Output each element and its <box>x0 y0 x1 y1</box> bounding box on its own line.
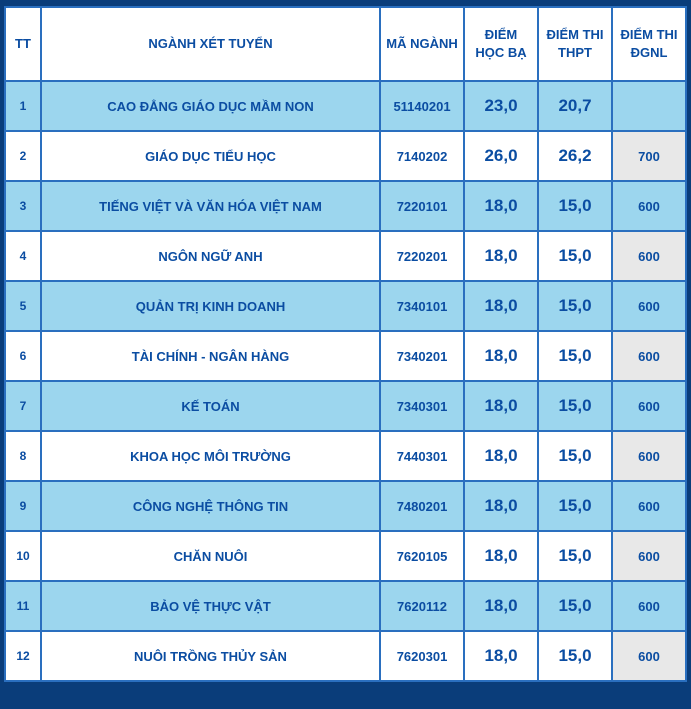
cell-thpt: 15,0 <box>538 331 612 381</box>
table-row: 12NUÔI TRỒNG THỦY SẢN762030118,015,0600 <box>5 631 686 681</box>
cell-code: 51140201 <box>380 81 464 131</box>
cell-tt: 10 <box>5 531 41 581</box>
cell-dgnl: 600 <box>612 331 686 381</box>
table-row: 3TIẾNG VIỆT VÀ VĂN HÓA VIỆT NAM722010118… <box>5 181 686 231</box>
cell-thpt: 15,0 <box>538 281 612 331</box>
cell-hocba: 18,0 <box>464 231 538 281</box>
cell-thpt: 15,0 <box>538 181 612 231</box>
header-thpt: ĐIỂM THI THPT <box>538 7 612 81</box>
cell-dgnl: 600 <box>612 631 686 681</box>
cell-thpt: 15,0 <box>538 231 612 281</box>
cell-hocba: 23,0 <box>464 81 538 131</box>
cell-tt: 6 <box>5 331 41 381</box>
cell-name: QUẢN TRỊ KINH DOANH <box>41 281 380 331</box>
cell-code: 7440301 <box>380 431 464 481</box>
cell-code: 7340201 <box>380 331 464 381</box>
table-row: 4NGÔN NGỮ ANH722020118,015,0600 <box>5 231 686 281</box>
cell-hocba: 18,0 <box>464 331 538 381</box>
cell-name: KHOA HỌC MÔI TRƯỜNG <box>41 431 380 481</box>
cell-dgnl: 700 <box>612 131 686 181</box>
cell-dgnl: 600 <box>612 181 686 231</box>
cell-dgnl: 600 <box>612 581 686 631</box>
cell-hocba: 18,0 <box>464 431 538 481</box>
cell-tt: 5 <box>5 281 41 331</box>
table-row: 10CHĂN NUÔI762010518,015,0600 <box>5 531 686 581</box>
cell-tt: 3 <box>5 181 41 231</box>
table-row: 6TÀI CHÍNH - NGÂN HÀNG734020118,015,0600 <box>5 331 686 381</box>
cell-code: 7620105 <box>380 531 464 581</box>
cell-thpt: 26,2 <box>538 131 612 181</box>
cell-tt: 12 <box>5 631 41 681</box>
cell-name: CAO ĐẲNG GIÁO DỤC MẦM NON <box>41 81 380 131</box>
cell-thpt: 15,0 <box>538 431 612 481</box>
cell-tt: 8 <box>5 431 41 481</box>
cell-name: NUÔI TRỒNG THỦY SẢN <box>41 631 380 681</box>
cell-code: 7140202 <box>380 131 464 181</box>
cell-dgnl: 600 <box>612 531 686 581</box>
cell-code: 7620112 <box>380 581 464 631</box>
cell-tt: 11 <box>5 581 41 631</box>
cell-thpt: 15,0 <box>538 531 612 581</box>
cell-dgnl: 600 <box>612 431 686 481</box>
admission-scores-table: TT NGÀNH XÉT TUYỂN MÃ NGÀNH ĐIỂM HỌC BẠ … <box>4 6 687 682</box>
cell-code: 7340101 <box>380 281 464 331</box>
cell-name: TÀI CHÍNH - NGÂN HÀNG <box>41 331 380 381</box>
cell-name: CHĂN NUÔI <box>41 531 380 581</box>
cell-dgnl: 600 <box>612 281 686 331</box>
cell-thpt: 15,0 <box>538 631 612 681</box>
cell-hocba: 18,0 <box>464 481 538 531</box>
table-row: 7KẾ TOÁN734030118,015,0600 <box>5 381 686 431</box>
cell-hocba: 18,0 <box>464 181 538 231</box>
cell-name: NGÔN NGỮ ANH <box>41 231 380 281</box>
cell-code: 7480201 <box>380 481 464 531</box>
cell-dgnl: 600 <box>612 481 686 531</box>
cell-code: 7340301 <box>380 381 464 431</box>
header-name: NGÀNH XÉT TUYỂN <box>41 7 380 81</box>
table-row: 11BẢO VỆ THỰC VẬT762011218,015,0600 <box>5 581 686 631</box>
header-row: TT NGÀNH XÉT TUYỂN MÃ NGÀNH ĐIỂM HỌC BẠ … <box>5 7 686 81</box>
cell-tt: 7 <box>5 381 41 431</box>
header-hocba: ĐIỂM HỌC BẠ <box>464 7 538 81</box>
table-row: 8KHOA HỌC MÔI TRƯỜNG744030118,015,0600 <box>5 431 686 481</box>
cell-tt: 2 <box>5 131 41 181</box>
cell-hocba: 18,0 <box>464 581 538 631</box>
cell-dgnl: 600 <box>612 231 686 281</box>
cell-tt: 4 <box>5 231 41 281</box>
header-code: MÃ NGÀNH <box>380 7 464 81</box>
cell-thpt: 15,0 <box>538 581 612 631</box>
table-row: 5QUẢN TRỊ KINH DOANH734010118,015,0600 <box>5 281 686 331</box>
cell-code: 7620301 <box>380 631 464 681</box>
cell-thpt: 20,7 <box>538 81 612 131</box>
cell-hocba: 18,0 <box>464 281 538 331</box>
cell-code: 7220201 <box>380 231 464 281</box>
table-row: 1CAO ĐẲNG GIÁO DỤC MẦM NON5114020123,020… <box>5 81 686 131</box>
cell-tt: 9 <box>5 481 41 531</box>
header-dgnl: ĐIỂM THI ĐGNL <box>612 7 686 81</box>
cell-hocba: 18,0 <box>464 381 538 431</box>
table-body: 1CAO ĐẲNG GIÁO DỤC MẦM NON5114020123,020… <box>5 81 686 681</box>
cell-dgnl: 600 <box>612 381 686 431</box>
cell-code: 7220101 <box>380 181 464 231</box>
cell-name: CÔNG NGHỆ THÔNG TIN <box>41 481 380 531</box>
cell-dgnl <box>612 81 686 131</box>
cell-hocba: 18,0 <box>464 531 538 581</box>
cell-thpt: 15,0 <box>538 481 612 531</box>
header-tt: TT <box>5 7 41 81</box>
cell-tt: 1 <box>5 81 41 131</box>
cell-hocba: 18,0 <box>464 631 538 681</box>
table-row: 9CÔNG NGHỆ THÔNG TIN748020118,015,0600 <box>5 481 686 531</box>
cell-name: TIẾNG VIỆT VÀ VĂN HÓA VIỆT NAM <box>41 181 380 231</box>
cell-name: BẢO VỆ THỰC VẬT <box>41 581 380 631</box>
cell-hocba: 26,0 <box>464 131 538 181</box>
cell-thpt: 15,0 <box>538 381 612 431</box>
table-row: 2GIÁO DỤC TIỂU HỌC714020226,026,2700 <box>5 131 686 181</box>
cell-name: GIÁO DỤC TIỂU HỌC <box>41 131 380 181</box>
cell-name: KẾ TOÁN <box>41 381 380 431</box>
